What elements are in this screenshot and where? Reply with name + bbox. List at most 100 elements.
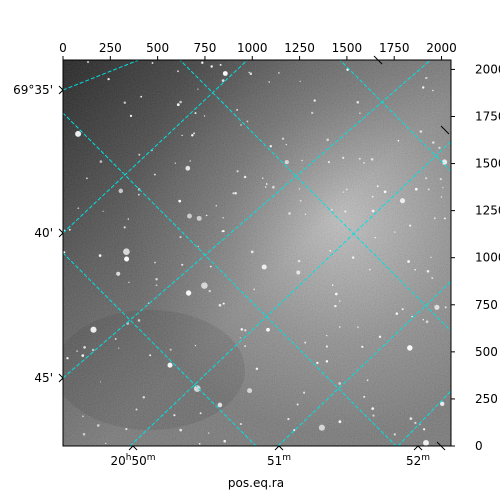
star: [255, 367, 259, 371]
y-tick-label: 1750: [475, 109, 500, 123]
star: [151, 62, 154, 64]
star: [153, 173, 156, 176]
star: [304, 213, 307, 215]
star: [422, 86, 425, 89]
star: [361, 345, 364, 348]
star: [372, 414, 375, 417]
ra-tick-label: 51m: [267, 453, 291, 468]
star: [247, 388, 253, 394]
star: [261, 177, 264, 179]
star: [154, 261, 156, 264]
star: [342, 156, 345, 159]
dec-tick-mark: [58, 373, 64, 379]
star: [128, 281, 130, 284]
star: [218, 303, 222, 307]
star: [240, 124, 242, 126]
star: [311, 111, 314, 115]
star: [288, 212, 291, 215]
star: [253, 288, 256, 291]
star: [187, 213, 192, 219]
star: [107, 77, 110, 81]
star: [285, 143, 288, 146]
star: [409, 224, 412, 227]
star: [250, 250, 254, 254]
star: [208, 289, 211, 293]
star: [194, 344, 197, 347]
ra-tick-mark: [132, 445, 138, 451]
star: [414, 268, 416, 271]
x-tick-label: 1000: [237, 41, 268, 55]
star: [118, 347, 120, 349]
star: [368, 268, 371, 271]
star: [125, 428, 128, 431]
star: [123, 226, 126, 229]
star: [397, 139, 400, 142]
star: [232, 192, 235, 195]
star: [426, 269, 430, 273]
star: [99, 160, 103, 163]
star: [261, 264, 267, 270]
star: [344, 210, 347, 213]
star: [409, 417, 413, 420]
star: [272, 185, 275, 189]
x-pixel-ticks: 0 250 500 750 1000 1250 1500 1750 2000: [59, 41, 457, 60]
star: [219, 63, 222, 66]
star: [137, 193, 140, 196]
star: [187, 292, 190, 295]
star: [407, 260, 410, 263]
star: [221, 79, 225, 82]
star: [326, 138, 330, 142]
star: [444, 306, 447, 309]
star: [114, 338, 117, 340]
star: [432, 141, 435, 144]
star: [140, 95, 143, 98]
star: [209, 265, 212, 268]
star: [342, 191, 345, 193]
star: [185, 165, 191, 171]
star: [197, 245, 199, 248]
star: [345, 188, 348, 191]
star: [358, 157, 361, 160]
star: [423, 428, 426, 431]
star: [85, 177, 88, 180]
star: [299, 199, 302, 202]
star: [296, 403, 299, 406]
star: [313, 99, 316, 102]
star: [316, 361, 319, 365]
star: [82, 415, 84, 418]
star: [366, 379, 369, 382]
star: [167, 362, 173, 368]
star: [137, 319, 141, 322]
star: [414, 187, 418, 191]
star: [331, 209, 333, 211]
grid-line: [397, 390, 451, 446]
star: [135, 408, 138, 411]
ra-tick-label: 20h50m: [110, 453, 155, 468]
star: [338, 420, 342, 424]
star: [440, 196, 443, 198]
star: [244, 329, 247, 332]
y-tick-label: 1250: [475, 204, 500, 218]
star: [236, 108, 239, 111]
star: [268, 81, 270, 83]
star: [181, 263, 184, 266]
star: [179, 428, 183, 432]
star: [401, 308, 404, 311]
y-tick-label: 0: [475, 439, 483, 453]
star: [98, 254, 102, 257]
star: [371, 407, 375, 410]
grid-edge-tick: [440, 125, 450, 135]
star: [442, 186, 444, 189]
star: [281, 137, 285, 140]
star: [393, 433, 397, 436]
star: [199, 412, 202, 415]
grid-line: [339, 60, 451, 172]
star-field: [63, 60, 448, 446]
star: [376, 185, 379, 188]
star: [374, 236, 377, 239]
star: [431, 276, 434, 280]
star: [441, 159, 448, 165]
star: [327, 160, 331, 164]
dec-tick-mark: [58, 377, 64, 383]
